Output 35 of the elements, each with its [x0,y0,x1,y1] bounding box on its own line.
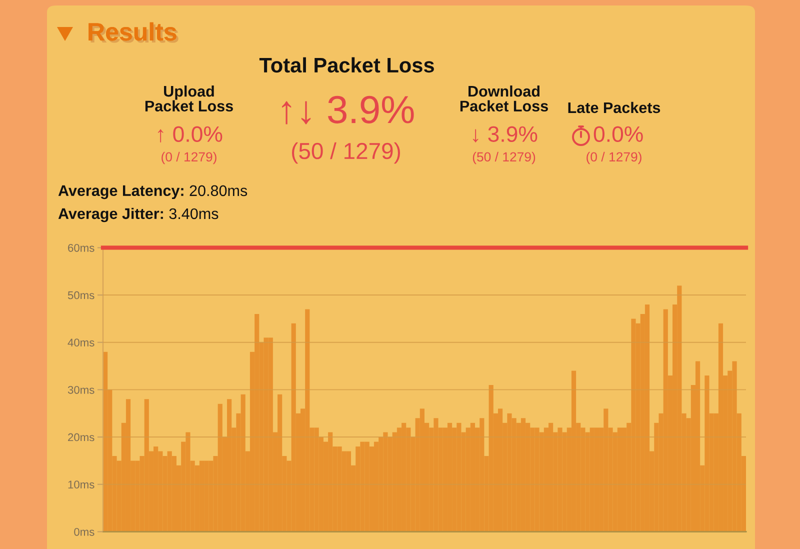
y-tick-label: 0ms [74,528,94,536]
text: ↓ 3.9% [472,126,538,142]
bar [718,323,724,532]
y-tick-label: 20ms [68,433,94,442]
text: ↑ 0.0% [158,126,222,142]
text: Upload Packet Loss [145,85,233,112]
bar [594,428,600,532]
text: Late Packets [568,102,660,114]
text: ↑↓ 3.9% [282,96,414,124]
text: Average Jitter: 3.40ms [58,208,218,222]
y-tick-label: 50ms [68,291,94,300]
y-tick-label: 10ms [68,480,94,488]
bar [126,399,131,532]
text: Results [88,22,178,43]
bar [470,422,476,532]
bar [447,422,452,532]
bar [199,460,204,532]
bar [374,442,379,532]
bar [571,370,576,532]
y-tick-label: 60ms [68,244,94,252]
text: Average Latency: 20.80ms [58,185,248,200]
text: Download Packet Loss [460,85,548,112]
bar [520,418,526,532]
bar [498,408,503,532]
text: (50 / 1279) [292,142,400,164]
text: Total Packet Loss [259,57,434,73]
text: (50 / 1279) [472,152,536,164]
text: (0 / 1279) [162,152,216,164]
y-tick-label: 30ms [68,386,94,394]
y-tick-label: 40ms [68,338,94,346]
text: 0.0% [594,126,643,142]
bar [695,361,700,532]
bar [644,304,650,532]
bar [346,451,352,532]
text: (0 / 1279) [586,152,642,164]
